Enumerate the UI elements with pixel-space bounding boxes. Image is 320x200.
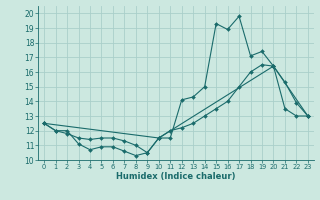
X-axis label: Humidex (Indice chaleur): Humidex (Indice chaleur) — [116, 172, 236, 181]
